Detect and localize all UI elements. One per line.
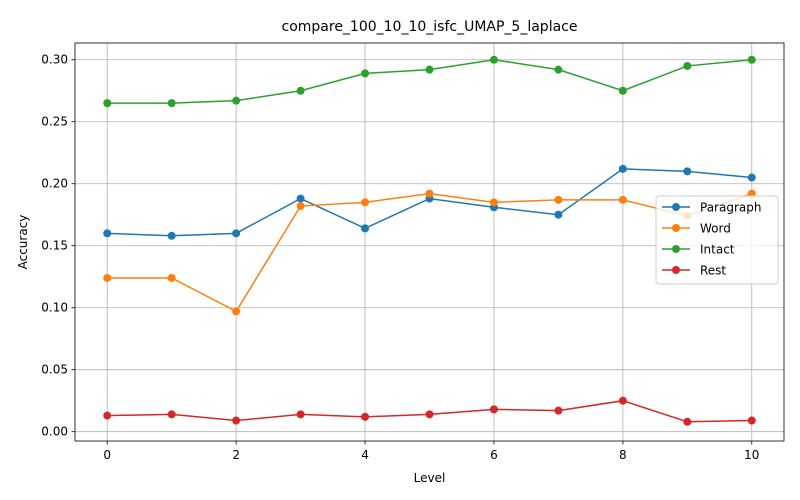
y-tick-label: 0.00 — [41, 425, 68, 439]
data-point-rest — [167, 410, 176, 419]
legend-label-intact: Intact — [700, 243, 735, 257]
data-point-word — [103, 273, 112, 282]
x-tick-label: 6 — [490, 448, 498, 462]
y-tick-label: 0.20 — [41, 177, 68, 191]
y-tick-label: 0.10 — [41, 301, 68, 315]
data-point-paragraph — [361, 224, 370, 233]
data-point-intact — [747, 55, 756, 64]
data-point-intact — [232, 96, 241, 105]
x-tick-label: 0 — [103, 448, 111, 462]
legend-marker-paragraph — [672, 203, 680, 211]
data-point-paragraph — [167, 231, 176, 240]
x-tick-label: 10 — [744, 448, 759, 462]
legend-marker-word — [672, 224, 680, 232]
data-point-rest — [618, 396, 627, 405]
legend: Paragraph Word Intact Rest — [655, 195, 779, 285]
x-axis-label: Level — [414, 471, 446, 485]
data-point-rest — [747, 416, 756, 425]
legend-marker-rest — [672, 266, 680, 274]
data-point-word — [167, 273, 176, 282]
legend-marker-intact — [672, 245, 680, 253]
data-point-intact — [167, 99, 176, 108]
data-point-rest — [683, 417, 692, 426]
data-point-paragraph — [296, 194, 305, 203]
series-layer — [103, 55, 756, 426]
grid — [75, 43, 784, 441]
data-point-word — [361, 198, 370, 207]
chart-title: compare_100_10_10_isfc_UMAP_5_laplace — [282, 19, 578, 35]
data-point-word — [232, 307, 241, 316]
legend-label-paragraph: Paragraph — [700, 201, 761, 215]
x-tick-label: 2 — [232, 448, 240, 462]
data-point-rest — [232, 416, 241, 425]
data-point-rest — [425, 410, 434, 419]
data-point-intact — [554, 65, 563, 74]
data-point-paragraph — [103, 229, 112, 238]
data-point-word — [489, 198, 498, 207]
data-point-paragraph — [683, 167, 692, 176]
data-point-paragraph — [232, 229, 241, 238]
data-point-rest — [489, 405, 498, 414]
x-tick-label: 8 — [619, 448, 627, 462]
legend-box — [655, 195, 779, 285]
data-point-intact — [618, 86, 627, 95]
plot-frame — [74, 42, 785, 442]
data-point-intact — [425, 65, 434, 74]
legend-label-word: Word — [700, 222, 731, 236]
x-tick-label: 4 — [361, 448, 369, 462]
data-point-rest — [554, 406, 563, 415]
data-point-word — [425, 189, 434, 198]
data-point-rest — [296, 410, 305, 419]
data-point-word — [618, 195, 627, 204]
y-axis-label: Accuracy — [16, 215, 30, 270]
data-point-word — [296, 202, 305, 211]
data-point-intact — [361, 69, 370, 78]
data-point-intact — [296, 86, 305, 95]
data-point-intact — [103, 99, 112, 108]
y-tick-label: 0.15 — [41, 239, 68, 253]
y-tick-label: 0.30 — [41, 53, 68, 67]
data-point-intact — [489, 55, 498, 64]
data-point-rest — [103, 411, 112, 420]
data-point-intact — [683, 61, 692, 70]
y-tick-label: 0.25 — [41, 115, 68, 129]
ticks: 0 2 4 6 8 10 0.00 0.05 0.10 0.15 0.20 0.25 0.30 — [41, 53, 759, 462]
data-point-paragraph — [618, 164, 627, 173]
data-point-paragraph — [554, 210, 563, 219]
data-point-word — [554, 195, 563, 204]
data-point-rest — [361, 412, 370, 421]
legend-label-rest: Rest — [700, 264, 726, 278]
data-point-paragraph — [747, 173, 756, 182]
y-tick-label: 0.05 — [41, 363, 68, 377]
